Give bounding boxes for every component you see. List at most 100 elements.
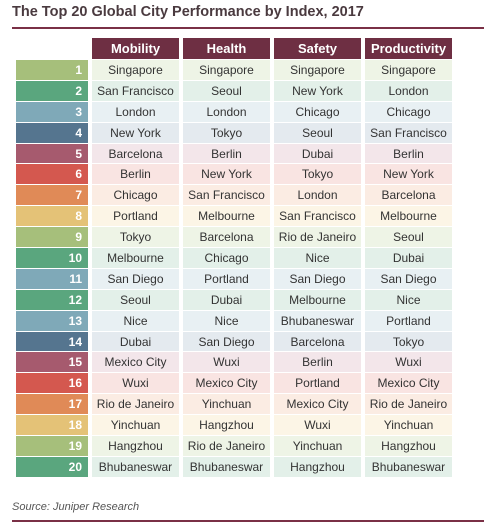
page-title: The Top 20 Global City Performance by In… — [12, 4, 364, 20]
rank-cell: 19 — [16, 436, 88, 456]
city-cell-mobility: Dubai — [92, 331, 179, 352]
city-cell-productivity: Melbourne — [365, 206, 452, 227]
city-cell-safety: Portland — [274, 373, 361, 394]
city-cell-safety: Nice — [274, 248, 361, 268]
city-cell-mobility: San Diego — [92, 268, 179, 289]
city-cell-safety: Hangzhou — [274, 456, 361, 477]
table-row: 7 Chicago San Francisco London Barcelona — [16, 185, 452, 206]
city-cell-productivity: Barcelona — [365, 185, 452, 206]
table-row: 10 Melbourne Chicago Nice Dubai — [16, 248, 452, 268]
city-cell-mobility: Tokyo — [92, 227, 179, 248]
city-cell-health: London — [183, 101, 270, 122]
city-cell-productivity: Chicago — [365, 101, 452, 122]
city-cell-productivity: London — [365, 80, 452, 101]
table-row: 13 Nice Nice Bhubaneswar Portland — [16, 310, 452, 331]
city-cell-productivity: Singapore — [365, 60, 452, 80]
table-row: 6 Berlin New York Tokyo New York — [16, 164, 452, 185]
table-row: 4 New York Tokyo Seoul San Francisco — [16, 122, 452, 143]
rank-cell: 9 — [16, 227, 88, 248]
city-cell-mobility: Hangzhou — [92, 436, 179, 456]
table-row: 12 Seoul Dubai Melbourne Nice — [16, 289, 452, 310]
city-cell-safety: Dubai — [274, 143, 361, 164]
city-cell-mobility: Bhubaneswar — [92, 456, 179, 477]
city-cell-safety: San Francisco — [274, 206, 361, 227]
city-cell-safety: Melbourne — [274, 289, 361, 310]
rank-cell: 14 — [16, 331, 88, 352]
city-cell-safety: Seoul — [274, 122, 361, 143]
city-cell-safety: London — [274, 185, 361, 206]
table-row: 19 Hangzhou Rio de Janeiro Yinchuan Hangzhou — [16, 436, 452, 456]
table-row: 2 San Francisco Seoul New York London — [16, 80, 452, 101]
city-cell-health: Nice — [183, 310, 270, 331]
city-cell-health: Berlin — [183, 143, 270, 164]
rank-cell: 2 — [16, 80, 88, 101]
table-row: 14 Dubai San Diego Barcelona Tokyo — [16, 331, 452, 352]
rank-cell: 6 — [16, 164, 88, 185]
city-cell-health: Bhubaneswar — [183, 456, 270, 477]
city-cell-productivity: Seoul — [365, 227, 452, 248]
rank-cell: 17 — [16, 394, 88, 415]
city-cell-safety: Bhubaneswar — [274, 310, 361, 331]
city-cell-mobility: San Francisco — [92, 80, 179, 101]
rank-cell: 7 — [16, 185, 88, 206]
city-cell-safety: Singapore — [274, 60, 361, 80]
city-cell-mobility: Yinchuan — [92, 415, 179, 436]
city-cell-safety: New York — [274, 80, 361, 101]
city-cell-health: Rio de Janeiro — [183, 436, 270, 456]
header-row: Mobility Health Safety Productivity — [16, 38, 452, 59]
city-cell-health: New York — [183, 164, 270, 185]
rank-cell: 1 — [16, 60, 88, 80]
rank-cell: 12 — [16, 289, 88, 310]
city-cell-productivity: Rio de Janeiro — [365, 394, 452, 415]
city-cell-productivity: Hangzhou — [365, 436, 452, 456]
city-cell-safety: Yinchuan — [274, 436, 361, 456]
source-note: Source: Juniper Research — [12, 501, 140, 513]
city-cell-safety: Mexico City — [274, 394, 361, 415]
table-row: 1 Singapore Singapore Singapore Singapore — [16, 60, 452, 80]
city-cell-health: Dubai — [183, 289, 270, 310]
rank-cell: 4 — [16, 122, 88, 143]
rank-cell: 13 — [16, 310, 88, 331]
table-row: 5 Barcelona Berlin Dubai Berlin — [16, 143, 452, 164]
city-cell-productivity: Wuxi — [365, 352, 452, 373]
ranking-table: Mobility Health Safety Productivity 1 Sin… — [12, 37, 456, 478]
city-cell-health: Portland — [183, 268, 270, 289]
city-cell-safety: Wuxi — [274, 415, 361, 436]
city-cell-health: San Francisco — [183, 185, 270, 206]
city-cell-mobility: New York — [92, 122, 179, 143]
city-cell-mobility: London — [92, 101, 179, 122]
city-cell-mobility: Melbourne — [92, 248, 179, 268]
rank-cell: 8 — [16, 206, 88, 227]
table-row: 8 Portland Melbourne San Francisco Melbourne — [16, 206, 452, 227]
table-row: 9 Tokyo Barcelona Rio de Janeiro Seoul — [16, 227, 452, 248]
table-row: 17 Rio de Janeiro Yinchuan Mexico City Rio d… — [16, 394, 452, 415]
title-divider — [12, 27, 484, 29]
rank-cell: 11 — [16, 268, 88, 289]
rank-cell: 3 — [16, 101, 88, 122]
rank-cell: 16 — [16, 373, 88, 394]
column-header-health: Health — [183, 38, 270, 59]
rank-cell: 15 — [16, 352, 88, 373]
city-cell-productivity: Nice — [365, 289, 452, 310]
rank-cell: 5 — [16, 143, 88, 164]
city-cell-health: Tokyo — [183, 122, 270, 143]
rank-cell: 20 — [16, 456, 88, 477]
city-cell-safety: Tokyo — [274, 164, 361, 185]
city-cell-mobility: Mexico City — [92, 352, 179, 373]
table-row: 3 London London Chicago Chicago — [16, 101, 452, 122]
city-cell-health: Barcelona — [183, 227, 270, 248]
city-cell-health: Chicago — [183, 248, 270, 268]
city-cell-health: Melbourne — [183, 206, 270, 227]
column-header-safety: Safety — [274, 38, 361, 59]
city-cell-mobility: Portland — [92, 206, 179, 227]
table-row: 16 Wuxi Mexico City Portland Mexico City — [16, 373, 452, 394]
city-cell-productivity: Tokyo — [365, 331, 452, 352]
table-body: 1 Singapore Singapore Singapore Singapore 2 Sa… — [16, 60, 452, 477]
table-row: 15 Mexico City Wuxi Berlin Wuxi — [16, 352, 452, 373]
city-cell-mobility: Rio de Janeiro — [92, 394, 179, 415]
city-cell-health: San Diego — [183, 331, 270, 352]
city-cell-productivity: Bhubaneswar — [365, 456, 452, 477]
city-cell-productivity: Berlin — [365, 143, 452, 164]
column-header-mobility: Mobility — [92, 38, 179, 59]
city-cell-productivity: Yinchuan — [365, 415, 452, 436]
